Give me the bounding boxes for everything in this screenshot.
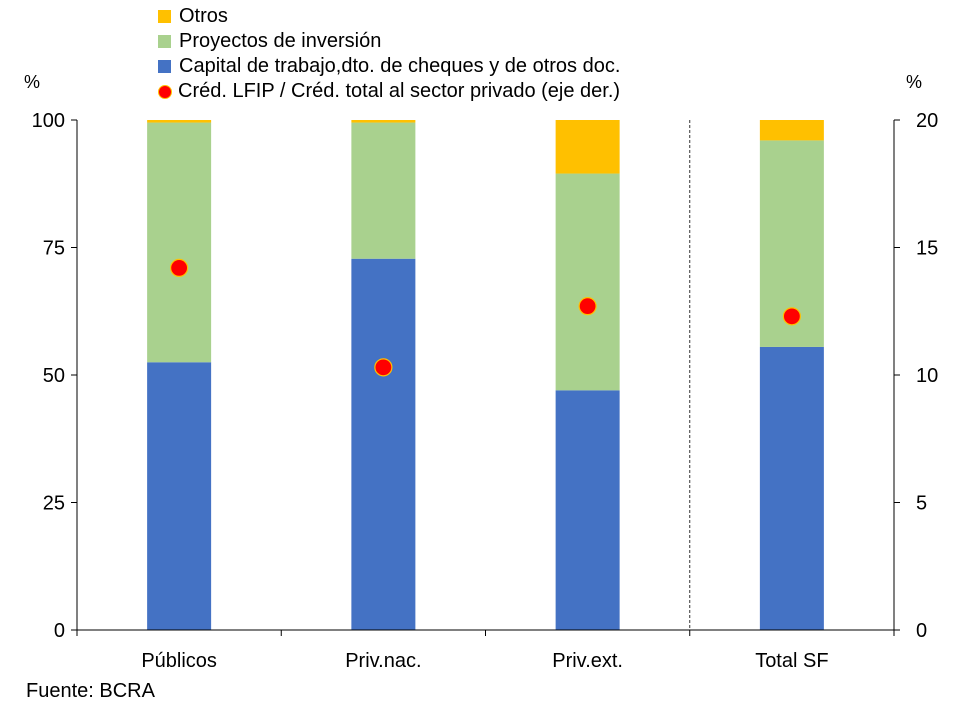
source-note: Fuente: BCRA xyxy=(26,680,155,702)
legend-item-proyectos: Proyectos de inversión xyxy=(158,29,620,54)
bar-1-series-0 xyxy=(351,258,416,630)
right-axis-unit: % xyxy=(906,72,923,92)
x-tick-label-1: Priv.nac. xyxy=(345,650,421,672)
legend-label-ratio: Créd. LFIP / Créd. total al sector priva… xyxy=(178,80,621,102)
bar-3-series-2 xyxy=(759,120,824,141)
legend-item-otros: Otros xyxy=(158,4,620,29)
left-tick-label-0: 0 xyxy=(54,620,65,642)
right-tick-label-2: 10 xyxy=(916,365,938,387)
ratio-point-2 xyxy=(578,297,597,316)
left-tick-label-3: 75 xyxy=(43,238,65,260)
legend-swatch-otros xyxy=(158,10,171,23)
left-tick-label-4: 100 xyxy=(32,110,65,132)
ratio-point-1 xyxy=(374,358,393,377)
legend-label-otros: Otros xyxy=(179,5,228,27)
bar-0-series-2 xyxy=(147,120,212,123)
bar-0-series-0 xyxy=(147,362,212,630)
right-tick-label-4: 20 xyxy=(916,110,938,132)
bar-0-series-1 xyxy=(147,122,212,363)
x-tick-label-0: Públicos xyxy=(141,650,217,672)
ratio-point-0 xyxy=(170,258,189,277)
right-tick-label-1: 5 xyxy=(916,493,927,515)
left-axis-unit: % xyxy=(24,72,41,92)
legend: Otros Proyectos de inversión Capital de … xyxy=(158,4,620,104)
legend-item-capital: Capital de trabajo,dto. de cheques y de … xyxy=(158,54,620,79)
x-tick-label-3: Total SF xyxy=(755,650,828,672)
legend-item-ratio: Créd. LFIP / Créd. total al sector priva… xyxy=(158,79,620,104)
ratio-point-3 xyxy=(782,307,801,326)
bar-2-series-1 xyxy=(555,173,620,391)
left-tick-label-1: 25 xyxy=(43,493,65,515)
legend-swatch-capital xyxy=(158,60,171,73)
bar-2-series-0 xyxy=(555,390,620,630)
bar-1-series-2 xyxy=(351,120,416,123)
legend-swatch-proyectos xyxy=(158,35,171,48)
right-tick-label-0: 0 xyxy=(916,620,927,642)
bar-2-series-2 xyxy=(555,120,620,174)
legend-label-proyectos: Proyectos de inversión xyxy=(179,30,382,52)
legend-label-capital: Capital de trabajo,dto. de cheques y de … xyxy=(179,55,621,77)
right-tick-label-3: 15 xyxy=(916,238,938,260)
legend-dot-ratio xyxy=(158,84,172,99)
x-tick-label-2: Priv.ext. xyxy=(552,650,623,672)
left-tick-label-2: 50 xyxy=(43,365,65,387)
bar-1-series-1 xyxy=(351,122,416,259)
bar-3-series-0 xyxy=(759,346,824,630)
